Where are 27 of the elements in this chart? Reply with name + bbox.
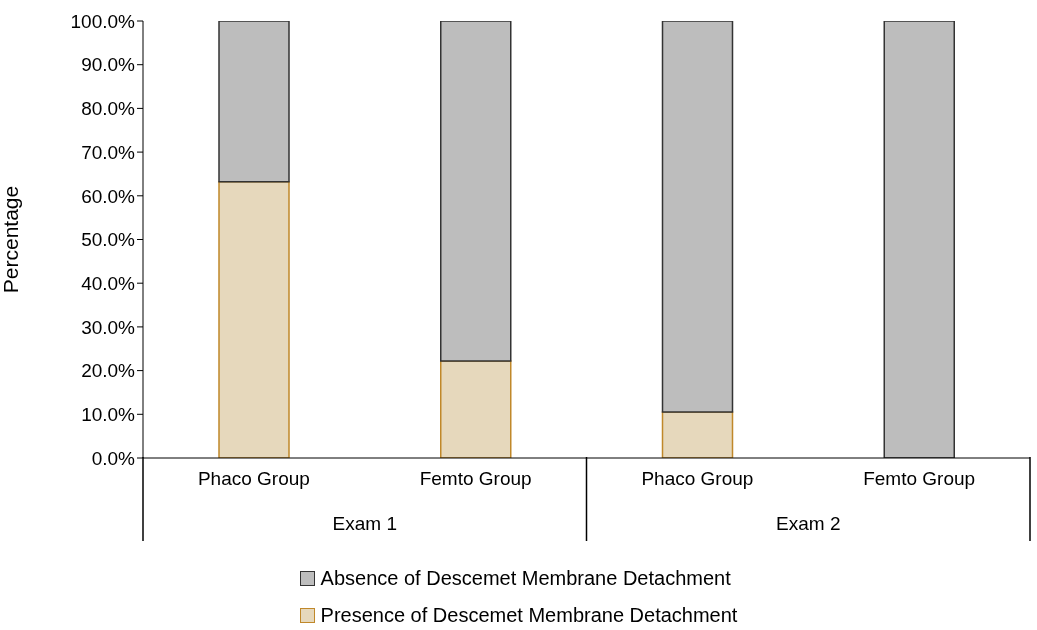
- bar: [661, 411, 734, 458]
- y-tick-label: 90.0%: [81, 54, 136, 76]
- bar: [218, 181, 290, 458]
- bar: [883, 21, 955, 458]
- y-axis-title: Percentage: [0, 185, 23, 294]
- y-tick-label: 40.0%: [81, 272, 136, 294]
- x-tick-label: Femto Group: [419, 468, 532, 490]
- y-tick-label: 20.0%: [81, 360, 136, 382]
- y-tick-label: 50.0%: [81, 229, 136, 251]
- text: Exam 1: [332, 513, 397, 534]
- y-tick-label: 100.0%: [70, 10, 136, 32]
- legend-label: Presence of Descemet Membrane Detachment: [320, 604, 738, 627]
- y-tick-label: 10.0%: [81, 404, 136, 426]
- text: Exam 2: [776, 513, 841, 534]
- x-tick-label: Phaco Group: [197, 468, 310, 490]
- y-tick-label: 0.0%: [91, 447, 136, 469]
- x-tick-label: Femto Group: [863, 468, 976, 490]
- bar: [440, 21, 512, 362]
- y-tick-label: 30.0%: [81, 316, 136, 338]
- y-tick-label: 70.0%: [81, 141, 136, 163]
- bar: [661, 21, 734, 413]
- y-tick-label: 60.0%: [81, 185, 136, 207]
- x-tick-label: Phaco Group: [641, 468, 754, 490]
- bar: [440, 360, 512, 458]
- legend-label: Absence of Descemet Membrane Detachment: [320, 567, 731, 590]
- y-tick-label: 80.0%: [81, 98, 136, 120]
- bar: [218, 21, 290, 183]
